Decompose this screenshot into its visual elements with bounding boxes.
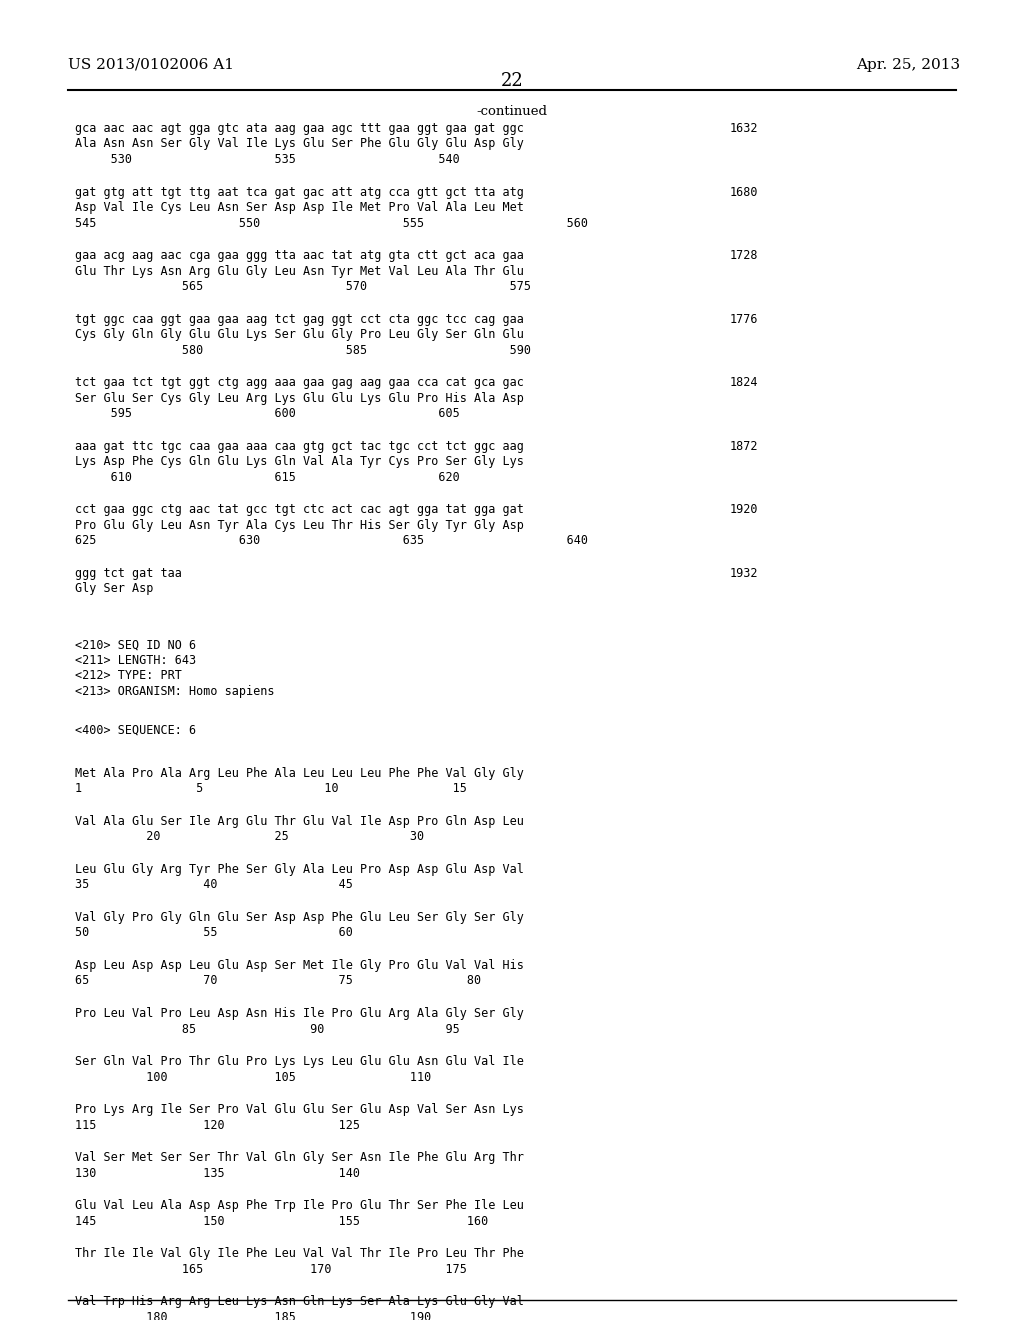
Text: 1                5                 10                15: 1 5 10 15 bbox=[75, 783, 467, 795]
Text: 1824: 1824 bbox=[730, 376, 759, 389]
Text: 180               185                190: 180 185 190 bbox=[75, 1311, 431, 1320]
Text: Ser Gln Val Pro Thr Glu Pro Lys Lys Leu Glu Glu Asn Glu Val Ile: Ser Gln Val Pro Thr Glu Pro Lys Lys Leu … bbox=[75, 1055, 524, 1068]
Text: Apr. 25, 2013: Apr. 25, 2013 bbox=[856, 58, 961, 73]
Text: Val Gly Pro Gly Gln Glu Ser Asp Asp Phe Glu Leu Ser Gly Ser Gly: Val Gly Pro Gly Gln Glu Ser Asp Asp Phe … bbox=[75, 911, 524, 924]
Text: 1920: 1920 bbox=[730, 503, 759, 516]
Text: ggg tct gat taa: ggg tct gat taa bbox=[75, 566, 182, 579]
Text: Val Trp His Arg Arg Leu Lys Asn Gln Lys Ser Ala Lys Glu Gly Val: Val Trp His Arg Arg Leu Lys Asn Gln Lys … bbox=[75, 1295, 524, 1308]
Text: 1728: 1728 bbox=[730, 249, 759, 263]
Text: 22: 22 bbox=[501, 73, 523, 90]
Text: gaa acg aag aac cga gaa ggg tta aac tat atg gta ctt gct aca gaa: gaa acg aag aac cga gaa ggg tta aac tat … bbox=[75, 249, 524, 263]
Text: US 2013/0102006 A1: US 2013/0102006 A1 bbox=[68, 58, 234, 73]
Text: 595                    600                    605: 595 600 605 bbox=[75, 407, 460, 420]
Text: 35                40                 45: 35 40 45 bbox=[75, 878, 353, 891]
Text: 530                    535                    540: 530 535 540 bbox=[75, 153, 460, 166]
Text: Cys Gly Gln Gly Glu Glu Lys Ser Glu Gly Pro Leu Gly Ser Gln Glu: Cys Gly Gln Gly Glu Glu Lys Ser Glu Gly … bbox=[75, 329, 524, 341]
Text: Pro Glu Gly Leu Asn Tyr Ala Cys Leu Thr His Ser Gly Tyr Gly Asp: Pro Glu Gly Leu Asn Tyr Ala Cys Leu Thr … bbox=[75, 519, 524, 532]
Text: Val Ser Met Ser Ser Thr Val Gln Gly Ser Asn Ile Phe Glu Arg Thr: Val Ser Met Ser Ser Thr Val Gln Gly Ser … bbox=[75, 1151, 524, 1164]
Text: 165               170                175: 165 170 175 bbox=[75, 1263, 467, 1276]
Text: 1680: 1680 bbox=[730, 186, 759, 198]
Text: 565                    570                    575: 565 570 575 bbox=[75, 280, 531, 293]
Text: <210> SEQ ID NO 6: <210> SEQ ID NO 6 bbox=[75, 638, 197, 651]
Text: <212> TYPE: PRT: <212> TYPE: PRT bbox=[75, 669, 182, 682]
Text: aaa gat ttc tgc caa gaa aaa caa gtg gct tac tgc cct tct ggc aag: aaa gat ttc tgc caa gaa aaa caa gtg gct … bbox=[75, 440, 524, 453]
Text: 145               150                155               160: 145 150 155 160 bbox=[75, 1214, 488, 1228]
Text: Glu Val Leu Ala Asp Asp Phe Trp Ile Pro Glu Thr Ser Phe Ile Leu: Glu Val Leu Ala Asp Asp Phe Trp Ile Pro … bbox=[75, 1200, 524, 1212]
Text: 1932: 1932 bbox=[730, 566, 759, 579]
Text: Val Ala Glu Ser Ile Arg Glu Thr Glu Val Ile Asp Pro Gln Asp Leu: Val Ala Glu Ser Ile Arg Glu Thr Glu Val … bbox=[75, 814, 524, 828]
Text: tct gaa tct tgt ggt ctg agg aaa gaa gag aag gaa cca cat gca gac: tct gaa tct tgt ggt ctg agg aaa gaa gag … bbox=[75, 376, 524, 389]
Text: gat gtg att tgt ttg aat tca gat gac att atg cca gtt gct tta atg: gat gtg att tgt ttg aat tca gat gac att … bbox=[75, 186, 524, 198]
Text: Glu Thr Lys Asn Arg Glu Gly Leu Asn Tyr Met Val Leu Ala Thr Glu: Glu Thr Lys Asn Arg Glu Gly Leu Asn Tyr … bbox=[75, 264, 524, 277]
Text: <213> ORGANISM: Homo sapiens: <213> ORGANISM: Homo sapiens bbox=[75, 685, 274, 698]
Text: Thr Ile Ile Val Gly Ile Phe Leu Val Val Thr Ile Pro Leu Thr Phe: Thr Ile Ile Val Gly Ile Phe Leu Val Val … bbox=[75, 1247, 524, 1261]
Text: gca aac aac agt gga gtc ata aag gaa agc ttt gaa ggt gaa gat ggc: gca aac aac agt gga gtc ata aag gaa agc … bbox=[75, 121, 524, 135]
Text: <400> SEQUENCE: 6: <400> SEQUENCE: 6 bbox=[75, 723, 197, 737]
Text: 580                    585                    590: 580 585 590 bbox=[75, 343, 531, 356]
Text: Gly Ser Asp: Gly Ser Asp bbox=[75, 582, 154, 595]
Text: 85                90                 95: 85 90 95 bbox=[75, 1023, 460, 1036]
Text: Met Ala Pro Ala Arg Leu Phe Ala Leu Leu Leu Phe Phe Val Gly Gly: Met Ala Pro Ala Arg Leu Phe Ala Leu Leu … bbox=[75, 767, 524, 780]
Text: 1872: 1872 bbox=[730, 440, 759, 453]
Text: Pro Lys Arg Ile Ser Pro Val Glu Glu Ser Glu Asp Val Ser Asn Lys: Pro Lys Arg Ile Ser Pro Val Glu Glu Ser … bbox=[75, 1104, 524, 1117]
Text: Pro Leu Val Pro Leu Asp Asn His Ile Pro Glu Arg Ala Gly Ser Gly: Pro Leu Val Pro Leu Asp Asn His Ile Pro … bbox=[75, 1007, 524, 1020]
Text: 1776: 1776 bbox=[730, 313, 759, 326]
Text: 50                55                 60: 50 55 60 bbox=[75, 927, 353, 940]
Text: tgt ggc caa ggt gaa gaa aag tct gag ggt cct cta ggc tcc cag gaa: tgt ggc caa ggt gaa gaa aag tct gag ggt … bbox=[75, 313, 524, 326]
Text: Ser Glu Ser Cys Gly Leu Arg Lys Glu Glu Lys Glu Pro His Ala Asp: Ser Glu Ser Cys Gly Leu Arg Lys Glu Glu … bbox=[75, 392, 524, 405]
Text: 545                    550                    555                    560: 545 550 555 560 bbox=[75, 216, 588, 230]
Text: Lys Asp Phe Cys Gln Glu Lys Gln Val Ala Tyr Cys Pro Ser Gly Lys: Lys Asp Phe Cys Gln Glu Lys Gln Val Ala … bbox=[75, 455, 524, 469]
Text: 625                    630                    635                    640: 625 630 635 640 bbox=[75, 535, 588, 548]
Text: Asp Leu Asp Asp Leu Glu Asp Ser Met Ile Gly Pro Glu Val Val His: Asp Leu Asp Asp Leu Glu Asp Ser Met Ile … bbox=[75, 960, 524, 972]
Text: 20                25                 30: 20 25 30 bbox=[75, 830, 424, 843]
Text: 65                70                 75                80: 65 70 75 80 bbox=[75, 974, 481, 987]
Text: cct gaa ggc ctg aac tat gcc tgt ctc act cac agt gga tat gga gat: cct gaa ggc ctg aac tat gcc tgt ctc act … bbox=[75, 503, 524, 516]
Text: 100               105                110: 100 105 110 bbox=[75, 1071, 431, 1084]
Text: 1632: 1632 bbox=[730, 121, 759, 135]
Text: 115               120                125: 115 120 125 bbox=[75, 1118, 360, 1131]
Text: -continued: -continued bbox=[476, 106, 548, 117]
Text: <211> LENGTH: 643: <211> LENGTH: 643 bbox=[75, 653, 197, 667]
Text: 610                    615                    620: 610 615 620 bbox=[75, 471, 460, 483]
Text: Ala Asn Asn Ser Gly Val Ile Lys Glu Ser Phe Glu Gly Glu Asp Gly: Ala Asn Asn Ser Gly Val Ile Lys Glu Ser … bbox=[75, 137, 524, 150]
Text: 130               135                140: 130 135 140 bbox=[75, 1167, 360, 1180]
Text: Leu Glu Gly Arg Tyr Phe Ser Gly Ala Leu Pro Asp Asp Glu Asp Val: Leu Glu Gly Arg Tyr Phe Ser Gly Ala Leu … bbox=[75, 863, 524, 876]
Text: Asp Val Ile Cys Leu Asn Ser Asp Asp Ile Met Pro Val Ala Leu Met: Asp Val Ile Cys Leu Asn Ser Asp Asp Ile … bbox=[75, 201, 524, 214]
